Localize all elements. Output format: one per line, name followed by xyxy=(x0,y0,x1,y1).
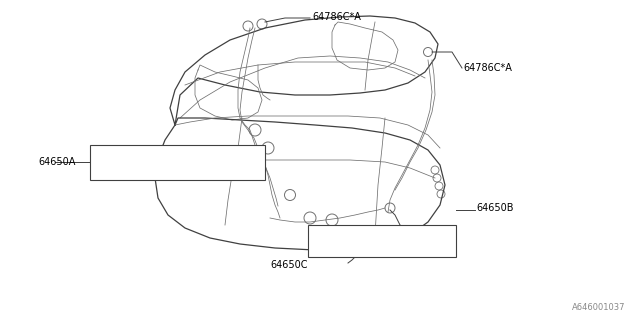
Text: 64786C*B: 64786C*B xyxy=(318,235,367,245)
Bar xyxy=(308,225,456,257)
Text: A646001037: A646001037 xyxy=(572,303,625,312)
Text: 64786C*B: 64786C*B xyxy=(100,157,149,167)
Text: 64650A: 64650A xyxy=(38,157,76,167)
Text: 64786C*A: 64786C*A xyxy=(463,63,512,73)
Text: 64786C*A: 64786C*A xyxy=(312,12,361,22)
Text: 64650C: 64650C xyxy=(270,260,307,270)
Bar xyxy=(90,145,265,180)
Text: 64650B: 64650B xyxy=(476,203,513,213)
